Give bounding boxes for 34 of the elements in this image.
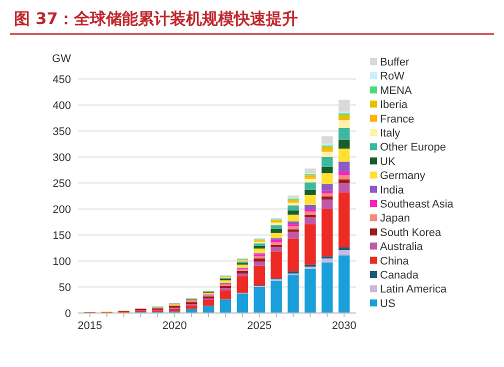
legend-label: South Korea (380, 226, 442, 239)
y-tick-label: 100 (52, 256, 71, 268)
title: 图 37：全球储能累计装机规模快速提升 (14, 9, 298, 28)
y-tick-label: 50 (58, 282, 71, 294)
x-tick-label: 2025 (247, 320, 272, 332)
legend-label: Latin America (380, 284, 448, 296)
legend-label: MENA (380, 84, 412, 97)
legend-label: Italy (380, 128, 401, 140)
y-tick-label: 450 (52, 74, 71, 86)
legend-label: India (380, 184, 405, 196)
x-tick-label: 2020 (162, 320, 187, 332)
y-tick-label: 150 (52, 230, 71, 242)
legend-label: Germany (380, 170, 426, 182)
legend-label: Southeast Asia (380, 198, 454, 210)
x-tick-label: 2015 (78, 320, 102, 332)
legend-label: RoW (380, 70, 406, 83)
y-tick-label: 350 (52, 126, 71, 138)
legend-label: Buffer (380, 56, 410, 68)
legend-label: Canada (380, 270, 420, 282)
y-tick-label: 300 (52, 152, 71, 164)
y-axis-title: GW (52, 53, 72, 65)
y-tick-label: 250 (52, 178, 71, 190)
legend-label: China (380, 255, 410, 268)
legend-label: Japan (380, 212, 410, 225)
legend-label: UK (380, 156, 396, 168)
legend-label: Australia (380, 241, 424, 254)
legend-label: US (380, 298, 396, 310)
y-tick-label: 200 (52, 204, 71, 216)
x-tick-label: 2030 (332, 320, 356, 332)
legend-label: Other Europe (380, 142, 446, 154)
y-tick-label: 0 (64, 308, 71, 320)
legend-label: France (380, 113, 414, 126)
y-tick-label: 400 (52, 100, 71, 112)
legend-label: Iberia (380, 99, 408, 112)
